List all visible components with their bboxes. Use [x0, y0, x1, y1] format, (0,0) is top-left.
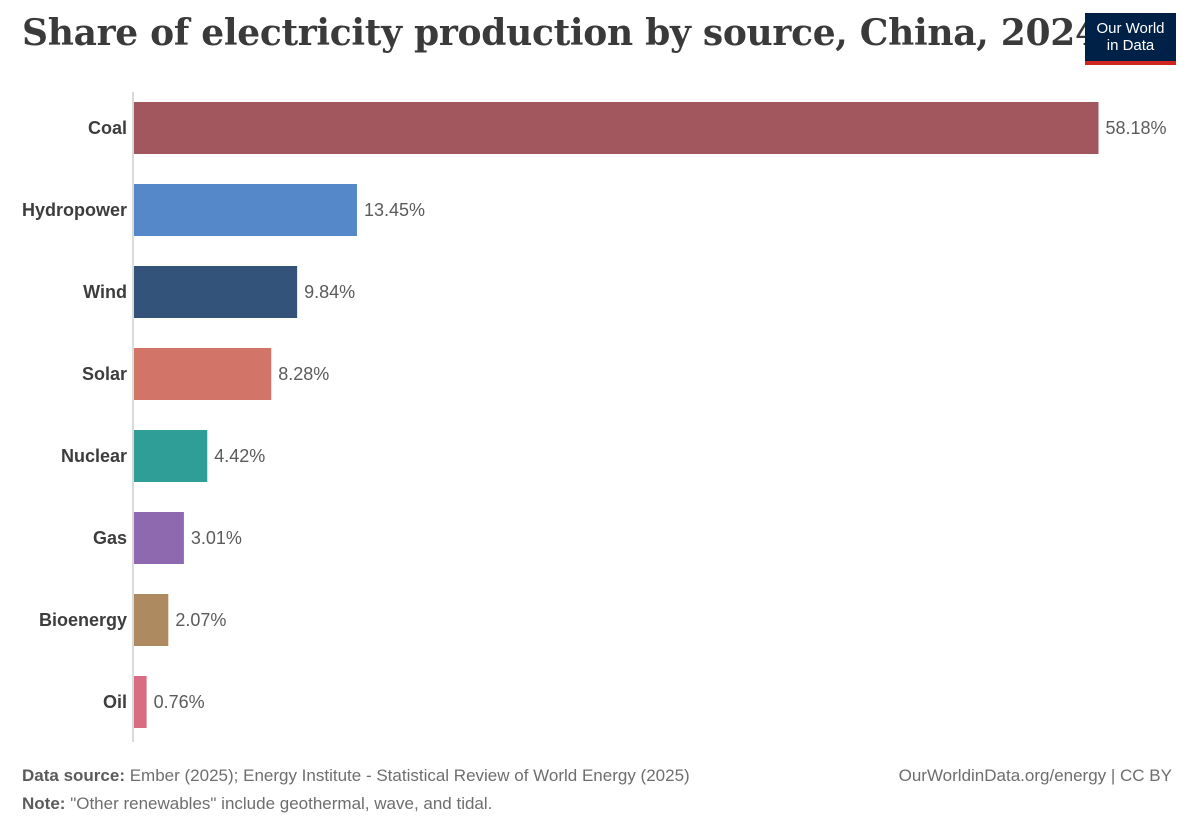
bar-bioenergy[interactable]: [134, 594, 169, 646]
bar-wind[interactable]: [134, 266, 298, 318]
category-label-wind: Wind: [83, 282, 127, 302]
category-label-gas: Gas: [93, 528, 127, 548]
bar-nuclear[interactable]: [134, 430, 208, 482]
value-label-wind: 9.84%: [304, 282, 355, 302]
value-label-bioenergy: 2.07%: [175, 610, 226, 630]
logo-line-2: in Data: [1106, 37, 1155, 54]
bar-gas[interactable]: [134, 512, 184, 564]
owid-logo[interactable]: Our World in Data: [1085, 13, 1176, 65]
bar-hydropower[interactable]: [134, 184, 357, 236]
note-label: Note:: [22, 794, 66, 813]
category-label-hydropower: Hydropower: [22, 200, 127, 220]
bar-oil[interactable]: [134, 676, 147, 728]
value-label-gas: 3.01%: [191, 528, 242, 548]
chart-note: Note: "Other renewables" include geother…: [22, 794, 492, 814]
bar-solar[interactable]: [134, 348, 272, 400]
value-label-solar: 8.28%: [278, 364, 329, 384]
value-label-nuclear: 4.42%: [214, 446, 265, 466]
note-text: "Other renewables" include geothermal, w…: [70, 794, 493, 813]
data-source-text: Ember (2025); Energy Institute - Statist…: [129, 766, 690, 785]
category-label-solar: Solar: [82, 364, 127, 384]
chart-title: Share of electricity production by sourc…: [22, 12, 1100, 54]
value-label-coal: 58.18%: [1106, 118, 1167, 138]
category-label-coal: Coal: [88, 118, 127, 138]
value-label-oil: 0.76%: [154, 692, 205, 712]
category-label-bioenergy: Bioenergy: [39, 610, 127, 630]
data-source-label: Data source:: [22, 766, 125, 785]
credit-link[interactable]: OurWorldinData.org/energy | CC BY: [898, 766, 1172, 785]
value-label-hydropower: 13.45%: [364, 200, 425, 220]
data-source: Data source: Ember (2025); Energy Instit…: [22, 766, 690, 786]
logo-line-1: Our World: [1096, 20, 1165, 37]
category-label-nuclear: Nuclear: [61, 446, 127, 466]
category-label-oil: Oil: [103, 692, 127, 712]
bar-coal[interactable]: [134, 102, 1099, 154]
